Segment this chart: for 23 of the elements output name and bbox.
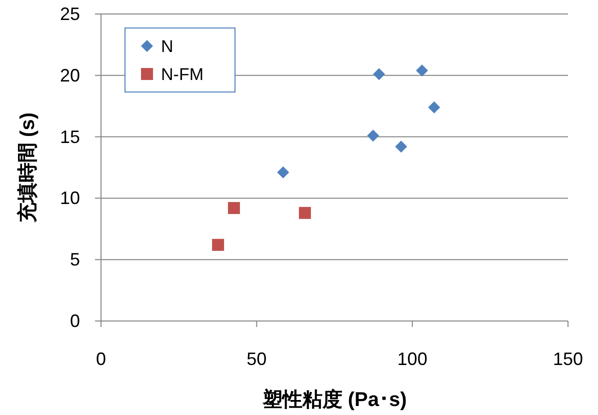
x-tick-label: 50	[246, 349, 267, 369]
x-tick-label: 100	[397, 349, 428, 369]
point	[395, 140, 408, 153]
point	[416, 64, 428, 76]
y-tick-label: 25	[60, 4, 80, 24]
y-tick-label: 10	[60, 188, 80, 208]
point	[277, 166, 290, 178]
point	[212, 238, 224, 251]
legend-label: N	[161, 37, 174, 56]
point	[228, 202, 240, 214]
y-axis-title: 充填時間 (s)	[16, 112, 39, 224]
point	[298, 206, 311, 219]
x-tick-label: 0	[96, 349, 106, 369]
y-tick-label: 15	[60, 126, 80, 147]
point	[428, 101, 440, 114]
x-tick-label: 150	[552, 349, 584, 369]
legend-label: N-FM	[161, 65, 204, 84]
y-tick-label: 0	[70, 311, 80, 331]
y-tick-label: 5	[70, 250, 80, 270]
y-tick-label: 20	[60, 65, 80, 86]
point	[373, 68, 386, 80]
x-axis-title: 塑性粘度 (Pa･s)	[261, 388, 407, 411]
point	[367, 130, 380, 142]
